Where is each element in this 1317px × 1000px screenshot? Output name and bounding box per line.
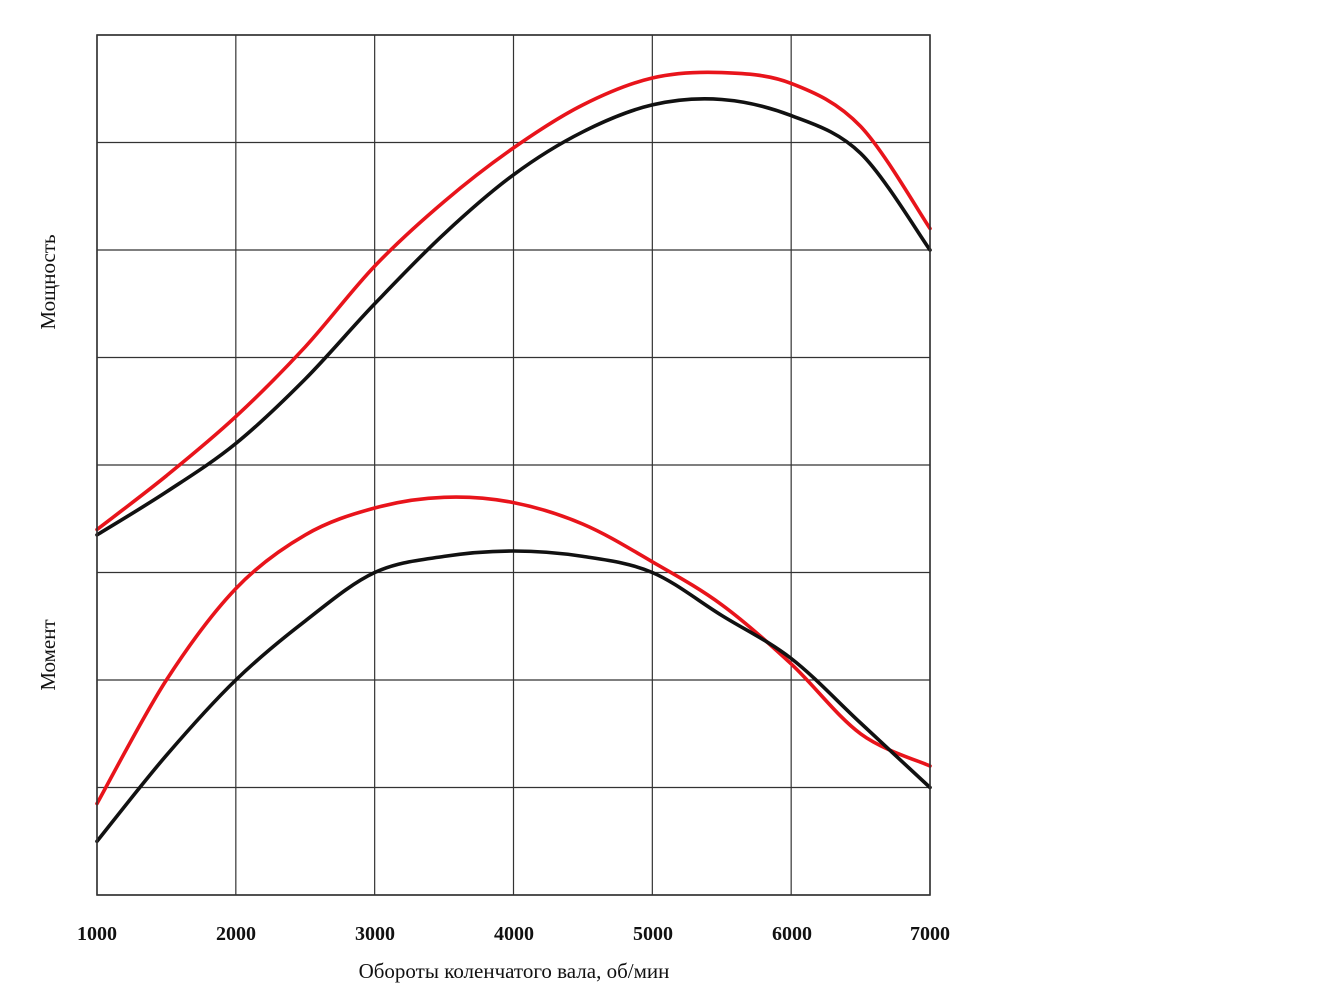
series-line-power-red bbox=[95, 70, 932, 532]
series-line-torque-red bbox=[95, 495, 932, 806]
series-group bbox=[95, 70, 932, 844]
grid bbox=[96, 34, 931, 896]
x-tick-label: 7000 bbox=[910, 923, 950, 945]
x-axis-title: Обороты коленчатого вала, об/мин bbox=[359, 959, 670, 983]
x-tick-label: 2000 bbox=[216, 923, 256, 945]
series-line-torque-black bbox=[95, 549, 932, 844]
x-tick-label: 6000 bbox=[772, 923, 812, 945]
x-tick-label: 4000 bbox=[494, 923, 534, 945]
plot-frame bbox=[96, 34, 931, 896]
y-axis-title-torque: Момент bbox=[36, 619, 60, 690]
y-axis-title-power: Мощность bbox=[36, 234, 60, 329]
series-line-power-black bbox=[95, 97, 932, 537]
x-tick-label: 5000 bbox=[633, 923, 673, 945]
x-tick-label: 1000 bbox=[77, 923, 117, 945]
x-tick-label: 3000 bbox=[355, 923, 395, 945]
x-tick-labels: 1000 2000 3000 4000 5000 6000 7000 bbox=[77, 923, 950, 945]
